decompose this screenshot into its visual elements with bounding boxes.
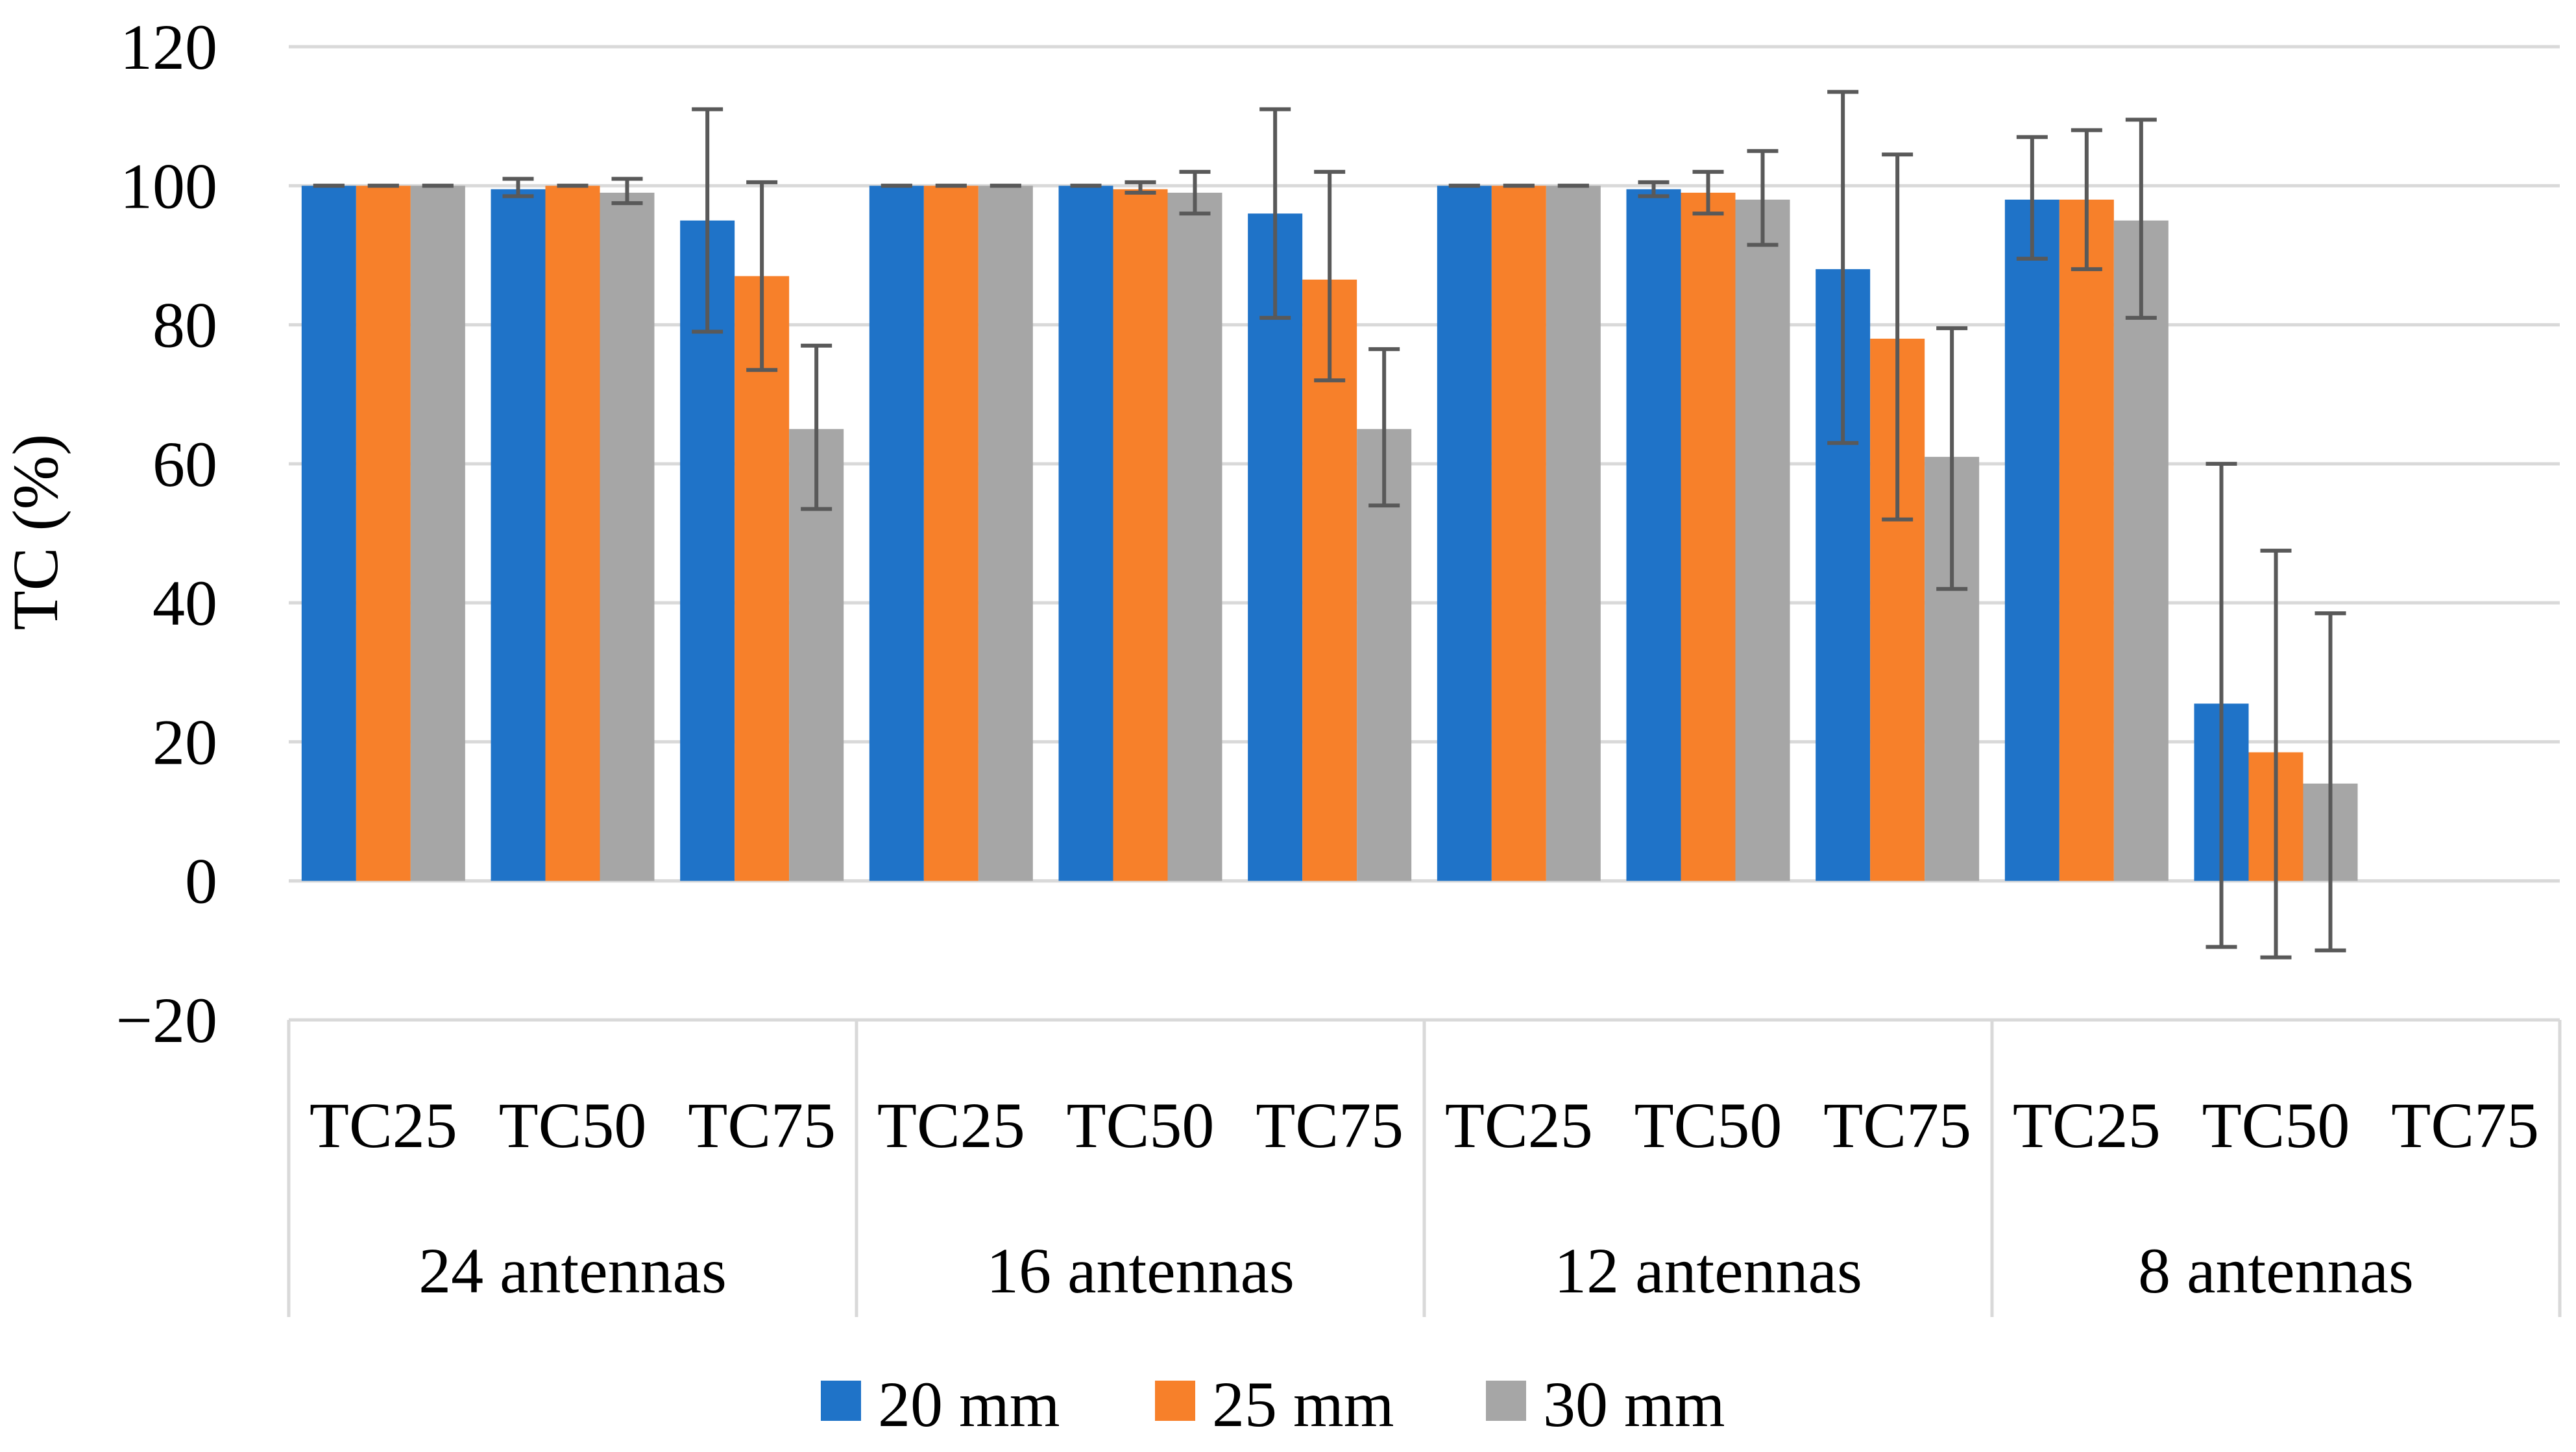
bar (2004, 199, 2060, 881)
x-tick-label: TC50 (1634, 1089, 1782, 1161)
error-bar (2016, 135, 2048, 261)
x-tick-label: TC25 (877, 1089, 1025, 1161)
gridlines (289, 45, 2560, 1022)
error-bar (801, 343, 832, 511)
x-tick-label: TC50 (1067, 1089, 1215, 1161)
error-bar (1882, 152, 1914, 522)
error-bar (1747, 149, 1779, 247)
legend-item: 25 mm (1155, 1368, 1394, 1440)
error-bar (1638, 180, 1670, 199)
bar (1735, 199, 1790, 881)
group-label: 8 antennas (2138, 1235, 2414, 1307)
y-tick-label: 80 (152, 289, 217, 361)
bar (978, 186, 1033, 881)
x-tick-label: TC75 (688, 1089, 836, 1161)
bar (491, 189, 546, 881)
bar (301, 186, 356, 881)
error-bar (2071, 128, 2102, 271)
bar (1626, 189, 1681, 881)
legend-label: 20 mm (878, 1368, 1060, 1440)
bar (1058, 186, 1113, 881)
legend-swatch (821, 1381, 861, 1421)
error-bars (313, 90, 2346, 960)
bar (600, 193, 655, 881)
bar (1437, 186, 1492, 881)
y-tick-label: 40 (152, 567, 217, 639)
error-bar (611, 176, 643, 206)
legend-item: 20 mm (821, 1368, 1060, 1440)
legend-label: 30 mm (1543, 1368, 1725, 1440)
x-tick-label: TC25 (2013, 1089, 2161, 1161)
y-tick-label: 20 (152, 706, 217, 778)
legend-label: 25 mm (1212, 1368, 1394, 1440)
bar (1167, 193, 1222, 881)
bar (1491, 186, 1546, 881)
x-tick-label: TC50 (2202, 1089, 2350, 1161)
error-bar (1368, 347, 1400, 508)
error-bar (1124, 180, 1156, 195)
bars (301, 186, 2358, 881)
y-tick-label: 60 (152, 428, 217, 500)
error-bar (1314, 169, 1346, 383)
group-label: 16 antennas (986, 1235, 1294, 1307)
error-bar (1692, 169, 1724, 216)
group-label: 24 antennas (419, 1235, 727, 1307)
error-bar (1259, 107, 1291, 320)
bar (869, 186, 924, 881)
x-tick-label: TC25 (310, 1089, 457, 1161)
y-tick-label: 0 (185, 845, 217, 917)
error-bar (1179, 169, 1211, 216)
group-label: 12 antennas (1554, 1235, 1862, 1307)
x-tick-label: TC75 (1823, 1089, 1971, 1161)
error-bar (1936, 326, 1968, 591)
legend-swatch (1155, 1381, 1195, 1421)
x-tick-label: TC50 (499, 1089, 647, 1161)
error-bar (1827, 90, 1859, 445)
bar (1248, 213, 1303, 881)
bar (356, 186, 411, 881)
legend: 20 mm 25 mm 30 mm (821, 1368, 1725, 1440)
error-bar (2315, 611, 2346, 952)
y-tick-label: 120 (120, 11, 217, 83)
x-tick-label: TC75 (2391, 1089, 2539, 1161)
bar (545, 186, 600, 881)
bar (1546, 186, 1601, 881)
error-bar (746, 180, 778, 372)
y-axis-label: TC (%) (0, 434, 71, 631)
error-bar (502, 176, 534, 199)
legend-swatch (1486, 1381, 1526, 1421)
error-bar (2260, 548, 2292, 960)
y-tick-label: 100 (120, 150, 217, 222)
bar (2059, 199, 2114, 881)
axes: −20 0 20 40 60 80 100 120 TC25 TC50 TC75 TC25 TC50 TC… (116, 11, 2562, 1317)
bar (1113, 189, 1168, 881)
bar (735, 276, 790, 881)
bar (1681, 193, 1736, 881)
bar (410, 186, 465, 881)
error-bar (692, 107, 723, 334)
bar (2113, 220, 2169, 881)
error-bar (2205, 461, 2237, 949)
x-tick-label: TC25 (1445, 1089, 1593, 1161)
x-tick-label: TC75 (1256, 1089, 1403, 1161)
y-tick-label: −20 (116, 984, 217, 1056)
error-bar (2125, 117, 2157, 320)
legend-item: 30 mm (1486, 1368, 1725, 1440)
bar (923, 186, 978, 881)
